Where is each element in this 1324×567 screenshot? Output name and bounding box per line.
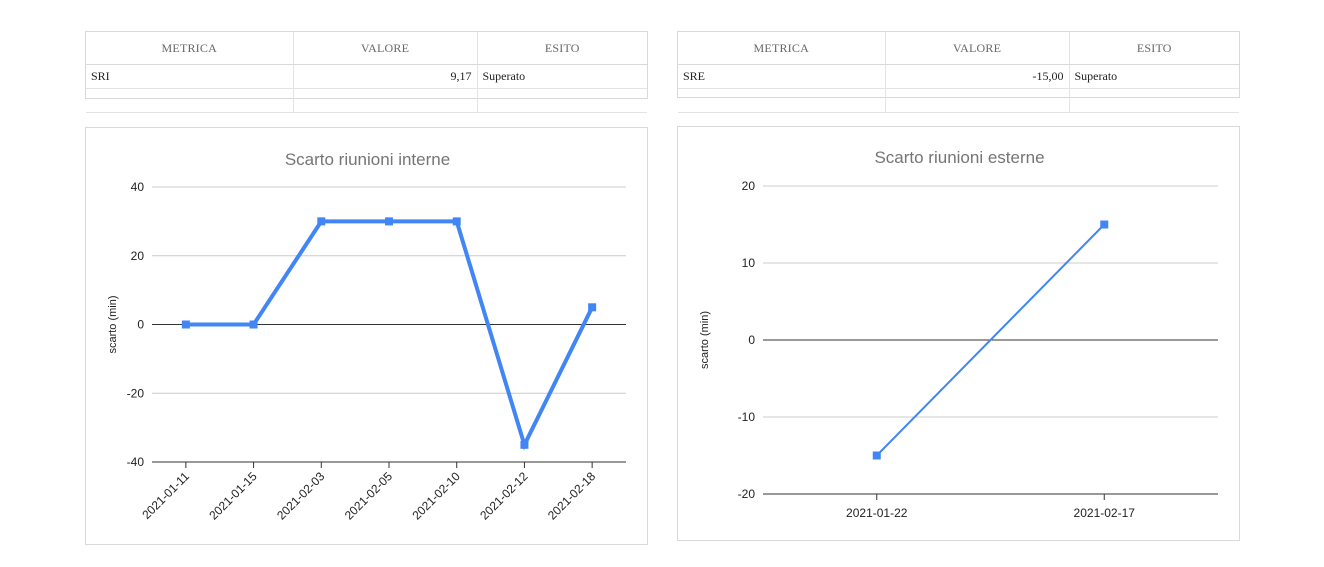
- data-point-marker: [452, 217, 461, 226]
- y-tick-label: -20: [127, 386, 145, 400]
- data-point-marker: [1100, 220, 1109, 229]
- y-axis-label: scarto (min): [107, 295, 119, 353]
- chart-title: Scarto riunioni interne: [285, 150, 450, 169]
- metric-value-cell: -15,00: [885, 64, 1070, 89]
- metric-outcome-cell: Superato: [477, 64, 647, 89]
- chart-panel-esterne: Scarto riunioni esterne 20 10 0 -10 -20 scarto…: [677, 126, 1240, 541]
- x-tick-label: 2021-01-22: [846, 506, 908, 520]
- y-tick-label: 0: [748, 333, 755, 347]
- metric-outcome-cell: Superato: [1069, 64, 1239, 89]
- column-header-valore: VALORE: [885, 32, 1070, 65]
- y-axis-label: scarto (min): [699, 311, 711, 369]
- chart-title: Scarto riunioni esterne: [874, 148, 1044, 167]
- x-tick-label: 2021-02-12: [477, 469, 531, 523]
- x-tick-label: 2021-02-18: [545, 469, 599, 523]
- x-tick-label: 2021-02-03: [274, 469, 328, 523]
- column-header-metrica: METRICA: [86, 32, 294, 65]
- x-tick-label: 2021-01-15: [206, 469, 260, 523]
- column-header-metrica: METRICA: [678, 32, 886, 65]
- metric-value-cell: 9,17: [293, 64, 478, 89]
- series-line: [876, 223, 1105, 457]
- chart-panel-interne: Scarto riunioni interne 40 20 0 -20 -40 scarto…: [85, 127, 648, 545]
- metric-table-esterne: METRICA VALORE ESITO SRE -15,00 Superato: [677, 31, 1240, 113]
- x-tick-label: 2021-01-11: [139, 469, 192, 522]
- line-chart-interne: Scarto riunioni interne 40 20 0 -20 -40 scarto…: [107, 150, 626, 523]
- y-tick-label: 20: [742, 179, 756, 193]
- y-tick-label: 10: [742, 256, 756, 270]
- column-header-valore: VALORE: [293, 32, 478, 65]
- metric-name-cell: SRI: [86, 64, 294, 89]
- data-point-marker: [588, 303, 597, 312]
- x-tick-label: 2021-02-17: [1074, 506, 1136, 520]
- data-point-marker: [520, 440, 529, 449]
- y-tick-label: -10: [738, 410, 756, 424]
- data-point-marker: [181, 320, 190, 329]
- series-line: [185, 219, 594, 451]
- x-tick-label: 2021-02-05: [342, 469, 396, 523]
- line-chart-esterne: Scarto riunioni esterne 20 10 0 -10 -20 scarto…: [699, 148, 1218, 520]
- data-point-marker: [872, 451, 881, 460]
- column-header-esito: ESITO: [477, 32, 647, 65]
- table-row: SRI 9,17 Superato: [86, 64, 647, 89]
- y-tick-label: 0: [137, 318, 144, 332]
- data-point-marker: [385, 217, 393, 226]
- y-tick-label: 20: [131, 249, 145, 263]
- data-point-marker: [249, 320, 258, 329]
- x-tick-label: 2021-02-10: [410, 469, 464, 523]
- metric-table-interne: METRICA VALORE ESITO SRI 9,17 Superato: [85, 31, 648, 113]
- y-tick-label: -20: [738, 487, 756, 501]
- metric-name-cell: SRE: [678, 64, 886, 89]
- y-tick-label: -40: [127, 455, 145, 469]
- table-row: SRE -15,00 Superato: [678, 64, 1239, 89]
- column-header-esito: ESITO: [1069, 32, 1239, 65]
- data-point-marker: [317, 217, 326, 226]
- y-tick-label: 40: [131, 180, 145, 194]
